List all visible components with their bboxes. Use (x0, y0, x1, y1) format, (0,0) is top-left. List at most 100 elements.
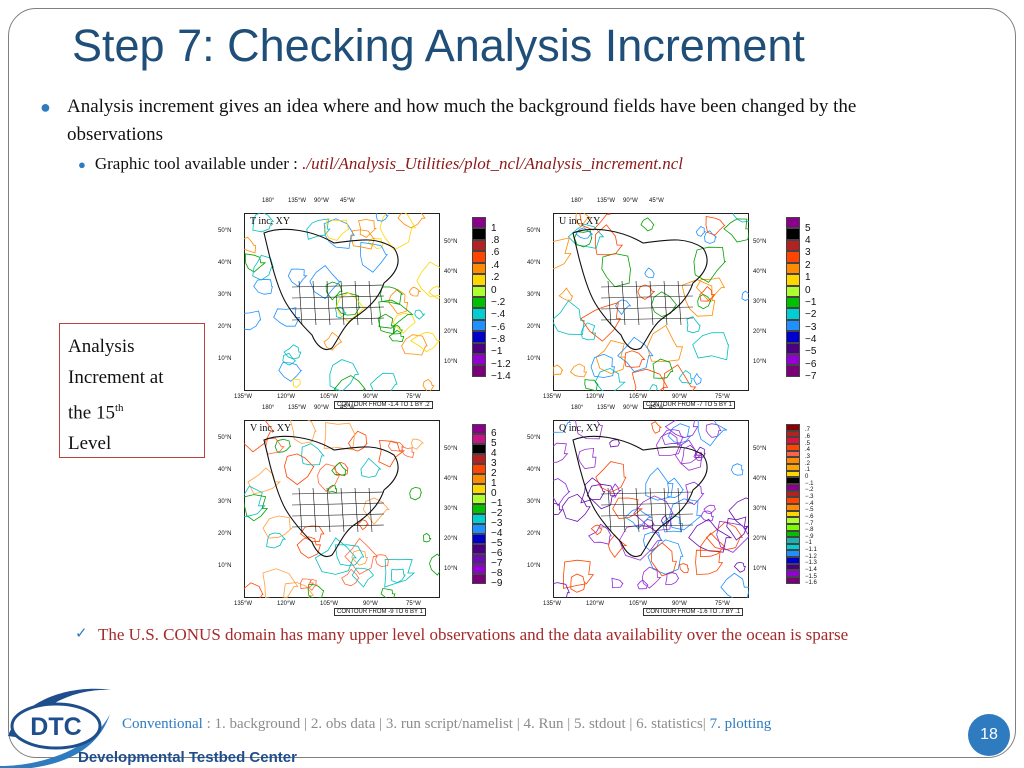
bottom-lon-label: 105°W (629, 394, 648, 400)
state-border (291, 295, 385, 299)
contour-line (323, 331, 343, 351)
state-border (649, 487, 654, 533)
state-border (677, 280, 682, 326)
callout-level-text: the 15 (68, 402, 115, 424)
state-border (354, 487, 359, 533)
contour-caption: CONTOUR FROM -9 TO 6 BY 1 (334, 608, 426, 616)
footer-link-conventional[interactable]: Conventional (122, 716, 203, 732)
contour-line (663, 364, 697, 391)
state-border (649, 280, 654, 326)
state-border (600, 513, 694, 517)
callout-superscript: th (114, 402, 124, 414)
contour-line (414, 309, 426, 320)
contour-line (408, 286, 422, 297)
contour-line (640, 217, 655, 232)
state-border (312, 487, 317, 533)
contour-line (641, 566, 662, 589)
contour-line (649, 384, 658, 391)
colorbar-swatch (786, 457, 800, 464)
state-border (312, 280, 317, 326)
state-border (291, 306, 385, 310)
contour-line (575, 213, 592, 228)
right-lat-label: 20°N (753, 329, 767, 335)
continent-outline (572, 435, 708, 558)
increment-map-4 (553, 420, 749, 598)
colorbar (786, 217, 800, 377)
colorbar-label: 3 (491, 458, 497, 469)
state-border (663, 487, 668, 533)
callout-line-4: Level (68, 433, 112, 455)
contour-line (699, 532, 726, 558)
left-lat-label: 10°N (218, 563, 232, 569)
colorbar-labels: 1.8.6.4.2 0 −.2 −.4 −.6 −.8 −1 −1.2 −1.4 (491, 223, 511, 384)
colorbar-swatch (786, 365, 800, 377)
colorbar-label: −2 (491, 508, 503, 519)
contour-line (379, 213, 416, 251)
contour-line (300, 525, 325, 543)
colorbar-labels: 5 4 3 2 1 0 −1 −2 −3 −4 −5 −6 −7 (805, 223, 816, 384)
left-lat-label: 30°N (527, 499, 541, 505)
colorbar-swatch (472, 564, 486, 574)
increment-map-2 (553, 213, 749, 391)
colorbar-label: .3 (805, 453, 811, 460)
footer-steps[interactable]: 1. background | 2. obs data | 3. run scr… (214, 716, 706, 732)
contour-line (692, 332, 729, 361)
right-lat-label: 30°N (444, 299, 458, 305)
contour-caption: CONTOUR FROM -1.4 TO 1 BY .2 (334, 401, 433, 409)
contour-line (553, 300, 585, 335)
contour-line (358, 219, 378, 238)
colorbar-swatch (786, 537, 800, 544)
contour-line (705, 521, 744, 551)
colorbar-swatch (472, 464, 486, 474)
bottom-lon-label: 105°W (629, 601, 648, 607)
colorbar-label: −1.6 (805, 580, 817, 587)
state-border (291, 502, 385, 506)
continent-outline (263, 228, 399, 351)
contour-line (577, 447, 597, 470)
state-border (635, 487, 640, 533)
contour-line (720, 572, 749, 598)
contour-line (679, 563, 690, 573)
contour-line (570, 573, 586, 593)
state-border (354, 280, 359, 326)
state-border (291, 513, 385, 517)
colorbar-label: 1 (805, 272, 811, 284)
bottom-lon-label: 135°W (234, 394, 253, 400)
contour-line (344, 537, 379, 575)
contour-line (575, 420, 603, 440)
contour-line (615, 299, 632, 316)
colorbar-label: −1.2 (491, 358, 511, 370)
slide-frame (8, 8, 1016, 758)
colorbar-swatch (786, 503, 800, 511)
left-lat-label: 40°N (527, 467, 541, 473)
top-lon-label: 90°W (623, 405, 638, 411)
contour-line (401, 446, 415, 458)
top-lon-label: 45°W (340, 405, 355, 411)
contour-line (637, 579, 649, 590)
contour-line (252, 254, 274, 281)
contour-line (650, 542, 677, 577)
contour-line (611, 577, 624, 589)
right-lat-label: 40°N (444, 476, 458, 482)
top-lon-label: 135°W (597, 405, 616, 411)
top-lon-label: 180° (262, 198, 275, 204)
contour-line (284, 453, 315, 486)
footer-current-step[interactable]: 7. plotting (705, 716, 772, 732)
bottom-lon-label: 120°W (586, 394, 605, 400)
colorbar-label: −9 (491, 578, 503, 589)
top-lon-label: 45°W (649, 198, 664, 204)
left-lat-label: 20°N (527, 324, 541, 330)
contour-line (306, 218, 331, 240)
colorbar-label: .1 (805, 467, 811, 474)
state-border (298, 487, 303, 533)
colorbar (472, 424, 486, 584)
contour-line (301, 443, 325, 466)
colorbar-label: 6 (491, 428, 497, 439)
contour-line (253, 278, 273, 295)
contour-line (283, 582, 315, 598)
colorbar-swatch (472, 285, 486, 297)
contour-line (588, 523, 612, 545)
contour-line (375, 213, 389, 222)
contour-line (244, 485, 266, 518)
left-lat-label: 10°N (527, 356, 541, 362)
